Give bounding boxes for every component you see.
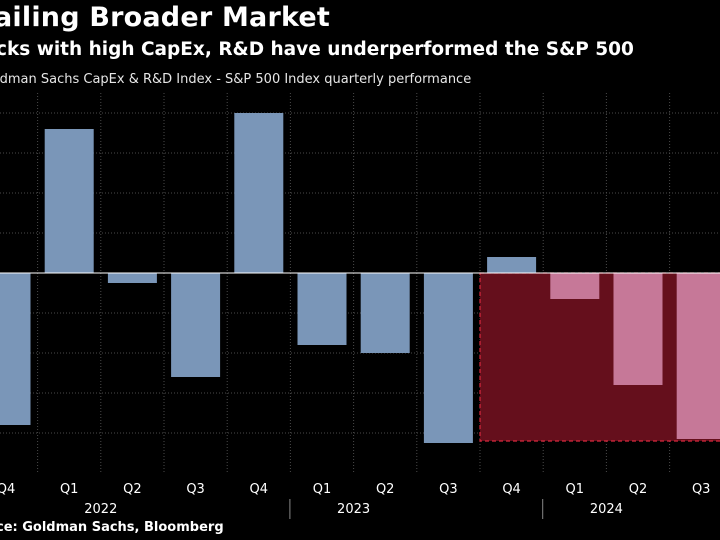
x-tick-label: Q3 (439, 482, 458, 497)
bar (360, 273, 410, 353)
source-note: ce: Goldman Sachs, Bloomberg (0, 520, 224, 535)
chart-subtitle: cks with high CapEx, R&D have underperfo… (0, 39, 634, 60)
x-tick-label: Q4 (250, 482, 269, 497)
x-tick-label: Q2 (123, 482, 142, 497)
bar (107, 273, 157, 283)
x-tick-label: Q1 (313, 482, 332, 497)
bar (297, 273, 347, 345)
bar (550, 273, 600, 299)
year-label: 2023 (337, 502, 370, 517)
x-tick-label: Q4 (0, 482, 15, 497)
x-tick-label: Q1 (60, 482, 79, 497)
x-tick-label: Q2 (629, 482, 648, 497)
x-tick-label: Q1 (566, 482, 585, 497)
bar (44, 129, 94, 273)
bar (423, 273, 473, 443)
x-tick-label: Q3 (692, 482, 711, 497)
bar (676, 273, 720, 439)
year-label: 2024 (590, 502, 623, 517)
chart-caption: ldman Sachs CapEx & R&D Index - S&P 500 … (0, 72, 472, 87)
x-tick-label: Q2 (376, 482, 395, 497)
bar (171, 273, 221, 377)
year-label: 2022 (84, 502, 117, 517)
x-tick-label: Q3 (186, 482, 205, 497)
bar (487, 257, 537, 273)
x-tick-label: Q4 (502, 482, 521, 497)
bar (0, 273, 31, 425)
bar (613, 273, 663, 385)
chart-title: ailing Broader Market (0, 2, 331, 33)
bar (234, 113, 284, 273)
